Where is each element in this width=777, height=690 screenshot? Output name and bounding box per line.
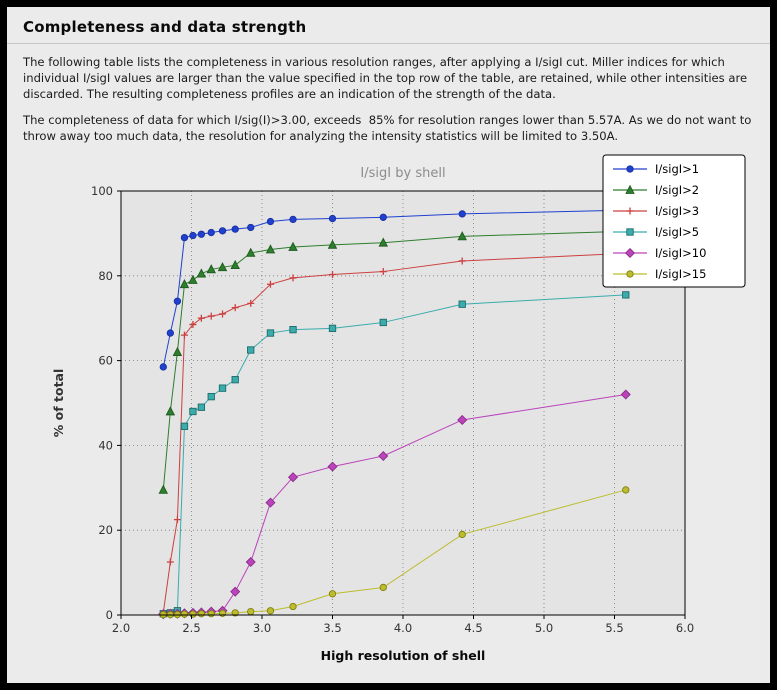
intro-paragraph: The following table lists the completene… [23, 55, 751, 101]
y-tick-label: 100 [91, 184, 113, 198]
legend-box [602, 154, 746, 288]
x-tick-label: 3.5 [323, 621, 341, 635]
x-axis: 2.0 2.5 3.0 3.5 4.0 4.5 5.0 5.5 6.0 [112, 614, 694, 635]
summary-paragraph: The completeness of data for which I/sig… [23, 113, 756, 144]
x-tick-label: 6.0 [676, 621, 694, 635]
legend-label: I/sigI>5 [655, 225, 699, 239]
y-axis: 0 20 40 60 80 100 [91, 184, 121, 622]
y-axis-label: % of total [51, 369, 66, 438]
legend-entry-i-sigi-3: I/sigI>3 [613, 204, 699, 218]
x-tick-label: 4.5 [464, 621, 482, 635]
x-tick-label: 2.0 [112, 621, 130, 635]
legend-entry-i-sigi-10: I/sigI>10 [613, 246, 706, 260]
page-header: Completeness and data strength [7, 7, 770, 44]
report-panel: Completeness and data strength The follo… [7, 7, 770, 683]
series-line-i-sigi-5 [163, 294, 626, 615]
legend-entry-i-sigi-5: I/sigI>5 [613, 225, 699, 239]
legend-entry-i-sigi-2: I/sigI>2 [613, 183, 699, 197]
legend-label: I/sigI>1 [655, 162, 699, 176]
x-tick-label: 3.0 [253, 621, 271, 635]
series-line-i-sigi-2 [162, 230, 626, 490]
completeness-chart: 2.0 2.5 3.0 3.5 4.0 4.5 5.0 5.5 6.0 0 20 40 60 80 100 I… [37, 153, 753, 670]
chart-title: I/sigI by shell [360, 166, 445, 181]
legend-label: I/sigI>15 [655, 267, 706, 281]
legend-entry-i-sigi-15: I/sigI>15 [613, 267, 706, 281]
y-tick-label: 60 [98, 353, 113, 367]
series-markers-i-sigi-1 [159, 206, 630, 371]
legend-entry-i-sigi-1: I/sigI>1 [613, 162, 699, 176]
series-line-i-sigi-1 [162, 209, 626, 367]
x-axis-label: High resolution of shell [321, 648, 486, 663]
y-tick-label: 20 [98, 523, 113, 537]
legend-label: I/sigI>10 [655, 246, 706, 260]
page-title: Completeness and data strength [23, 18, 307, 36]
series-markers-i-sigi-10 [158, 389, 631, 620]
x-tick-label: 5.5 [605, 621, 623, 635]
chart-legend: I/sigI>1 I/sigI>2 I/sigI>3 I/sigI>5 I/sigI>1… [602, 154, 746, 288]
x-tick-label: 5.0 [535, 621, 553, 635]
x-tick-label: 4.0 [394, 621, 412, 635]
x-tick-label: 2.5 [182, 621, 200, 635]
y-tick-label: 0 [106, 608, 113, 622]
y-tick-label: 80 [98, 269, 113, 283]
y-tick-label: 40 [98, 438, 113, 452]
legend-label: I/sigI>2 [655, 183, 699, 197]
series-i-sigi-1 [159, 206, 630, 371]
chart-svg: 2.0 2.5 3.0 3.5 4.0 4.5 5.0 5.5 6.0 0 20 40 60 80 100 I… [51, 154, 746, 663]
report-body: The following table lists the completene… [7, 55, 770, 145]
legend-label: I/sigI>3 [655, 204, 699, 218]
